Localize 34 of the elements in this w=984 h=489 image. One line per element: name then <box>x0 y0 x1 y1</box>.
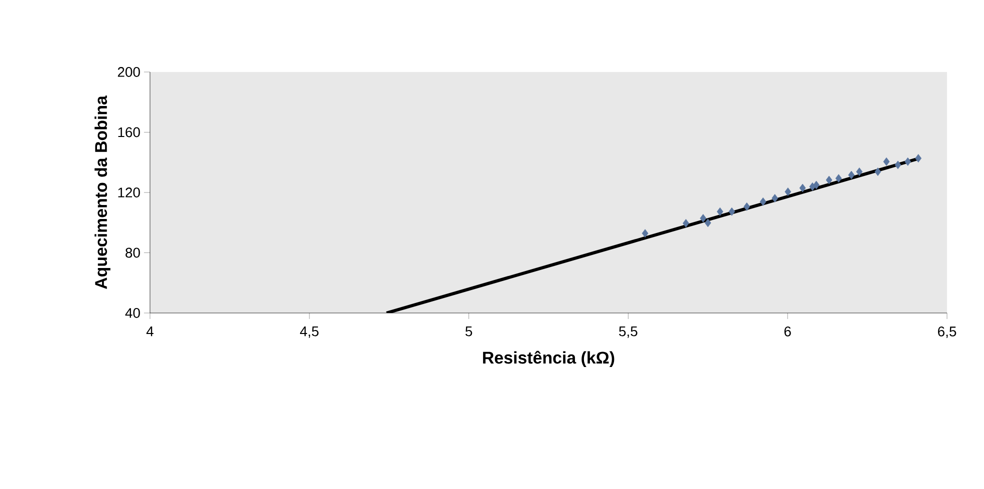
point <box>799 184 806 192</box>
point <box>744 202 750 211</box>
point <box>826 176 832 184</box>
y-tick-label: 160 <box>118 127 140 138</box>
x-tick-label: 6 <box>784 326 791 336</box>
x-tick-label: 5,5 <box>619 326 638 338</box>
x-tick-label: 4,5 <box>300 326 319 338</box>
x-tick-label: 6,5 <box>938 326 956 338</box>
point <box>682 219 690 228</box>
point <box>700 214 706 222</box>
point <box>915 154 922 163</box>
point <box>784 188 792 196</box>
point <box>835 174 842 183</box>
x-tick-label: 5 <box>465 326 472 336</box>
point <box>642 229 648 238</box>
y-tick-label: 200 <box>118 67 140 77</box>
point <box>848 170 855 180</box>
point <box>813 180 820 190</box>
point <box>716 207 724 216</box>
point <box>904 157 911 166</box>
x-tick-label: 4 <box>146 326 154 336</box>
y-axis-title: Aquecimento da Bobina <box>94 95 110 289</box>
point <box>760 197 766 206</box>
y-tick-label: 120 <box>118 188 140 198</box>
point <box>874 168 882 176</box>
point <box>883 157 890 166</box>
y-tick-label: 80 <box>126 248 140 258</box>
point <box>704 218 712 228</box>
point <box>728 207 736 216</box>
x-axis-title: Resistência (kΩ) <box>483 350 614 368</box>
y-tick-label: 40 <box>125 308 140 318</box>
point <box>856 168 863 176</box>
point <box>894 160 902 170</box>
point <box>772 194 778 202</box>
